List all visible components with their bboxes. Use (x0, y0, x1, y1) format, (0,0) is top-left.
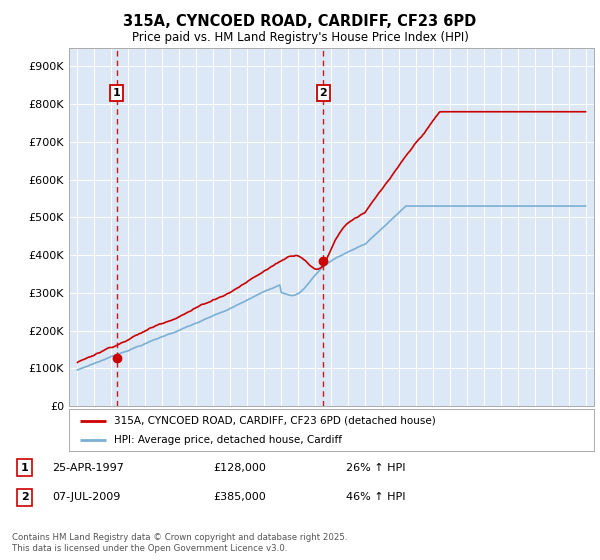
Text: £128,000: £128,000 (214, 463, 266, 473)
Text: Contains HM Land Registry data © Crown copyright and database right 2025.
This d: Contains HM Land Registry data © Crown c… (12, 533, 347, 553)
Text: 07-JUL-2009: 07-JUL-2009 (52, 492, 121, 502)
Text: 2: 2 (20, 492, 28, 502)
Text: 315A, CYNCOED ROAD, CARDIFF, CF23 6PD: 315A, CYNCOED ROAD, CARDIFF, CF23 6PD (124, 14, 476, 29)
Text: 1: 1 (113, 88, 121, 98)
Text: 315A, CYNCOED ROAD, CARDIFF, CF23 6PD (detached house): 315A, CYNCOED ROAD, CARDIFF, CF23 6PD (d… (113, 416, 436, 426)
Text: HPI: Average price, detached house, Cardiff: HPI: Average price, detached house, Card… (113, 435, 341, 445)
Text: £385,000: £385,000 (214, 492, 266, 502)
Text: Price paid vs. HM Land Registry's House Price Index (HPI): Price paid vs. HM Land Registry's House … (131, 31, 469, 44)
Text: 2: 2 (319, 88, 327, 98)
Text: 1: 1 (20, 463, 28, 473)
Text: 25-APR-1997: 25-APR-1997 (52, 463, 124, 473)
Text: 46% ↑ HPI: 46% ↑ HPI (346, 492, 406, 502)
Text: 26% ↑ HPI: 26% ↑ HPI (346, 463, 406, 473)
